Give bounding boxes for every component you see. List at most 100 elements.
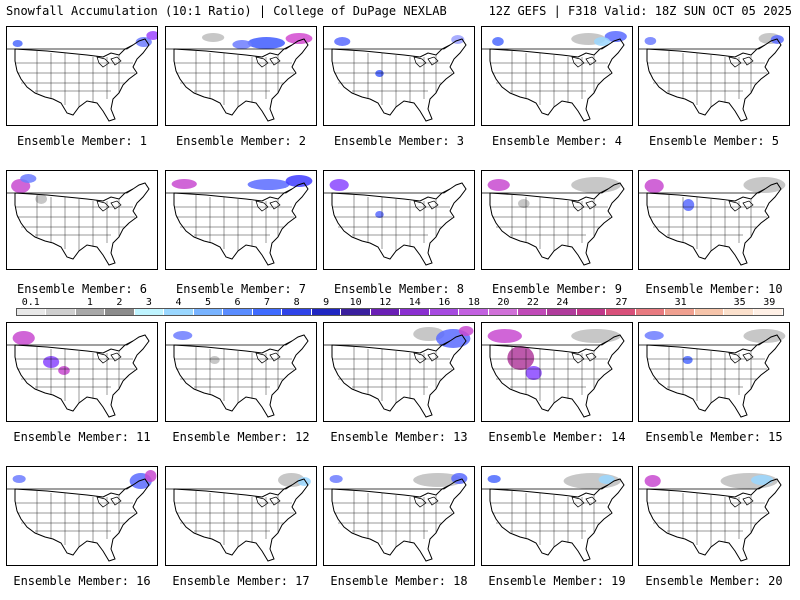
great-lakes bbox=[728, 496, 754, 508]
country-border bbox=[331, 334, 467, 418]
member-caption: Ensemble Member: 19 bbox=[488, 574, 626, 588]
country-border bbox=[14, 182, 150, 266]
us-map bbox=[166, 33, 313, 122]
scale-label: 31 bbox=[674, 297, 687, 308]
us-map bbox=[639, 177, 786, 266]
canada-border bbox=[166, 44, 293, 50]
snow-area bbox=[58, 366, 70, 375]
us-map bbox=[324, 35, 467, 122]
scale-label: 4 bbox=[175, 297, 182, 308]
member-caption: Ensemble Member: 2 bbox=[175, 134, 307, 148]
map-panel bbox=[323, 26, 475, 126]
scale-swatch bbox=[694, 309, 725, 315]
map-panel bbox=[481, 322, 633, 422]
us-map bbox=[482, 329, 625, 418]
snow-area bbox=[413, 473, 463, 487]
us-map bbox=[639, 329, 786, 418]
country-border bbox=[14, 334, 150, 418]
snow-area bbox=[278, 473, 305, 487]
scale-swatch bbox=[576, 309, 607, 315]
snow-area bbox=[487, 475, 501, 483]
country-border bbox=[173, 182, 309, 266]
great-lakes bbox=[255, 200, 281, 212]
scale-swatch bbox=[370, 309, 401, 315]
snow-area bbox=[209, 356, 220, 364]
scale-label: 35 bbox=[733, 297, 746, 308]
great-lakes bbox=[571, 352, 597, 364]
great-lakes bbox=[413, 200, 439, 212]
great-lakes bbox=[413, 352, 439, 364]
scale-label: 8 bbox=[293, 297, 300, 308]
snow-area bbox=[144, 470, 157, 482]
country-border bbox=[489, 478, 625, 562]
canada-border bbox=[324, 340, 451, 346]
great-lakes bbox=[413, 56, 439, 68]
map-panel bbox=[165, 322, 317, 422]
great-lakes bbox=[96, 352, 122, 364]
scale-label: 7 bbox=[264, 297, 271, 308]
scale-swatch bbox=[517, 309, 548, 315]
scale-label: 27 bbox=[615, 297, 628, 308]
us-map bbox=[482, 473, 625, 562]
snow-area bbox=[12, 475, 26, 483]
us-map bbox=[166, 175, 313, 266]
canada-border bbox=[166, 340, 293, 346]
snow-area bbox=[492, 37, 504, 46]
canada-border bbox=[166, 484, 293, 490]
scale-label: 3 bbox=[145, 297, 152, 308]
us-map bbox=[324, 326, 474, 418]
canada-border bbox=[7, 340, 134, 346]
us-map bbox=[7, 174, 150, 266]
scale-swatch bbox=[400, 309, 430, 315]
snow-area bbox=[487, 329, 522, 343]
map-panel bbox=[165, 26, 317, 126]
snow-area bbox=[525, 366, 542, 380]
canada-border bbox=[324, 188, 451, 194]
canada-border bbox=[639, 484, 766, 490]
canada-border bbox=[7, 484, 134, 490]
member-caption: Ensemble Member: 3 bbox=[333, 134, 465, 148]
us-map bbox=[324, 473, 468, 562]
great-lakes bbox=[96, 496, 122, 508]
country-border bbox=[14, 38, 150, 122]
scale-label: 39 bbox=[763, 297, 776, 308]
us-map bbox=[639, 33, 784, 122]
scale-swatch bbox=[282, 309, 312, 315]
canada-border bbox=[324, 484, 451, 490]
member-caption: Ensemble Member: 9 bbox=[491, 282, 623, 296]
country-border bbox=[331, 38, 467, 122]
canada-border bbox=[639, 340, 766, 346]
member-caption: Ensemble Member: 11 bbox=[13, 430, 151, 444]
us-map bbox=[324, 179, 467, 266]
snow-area bbox=[375, 70, 384, 77]
country-border bbox=[646, 478, 782, 562]
scale-swatch bbox=[193, 309, 224, 315]
map-panel bbox=[6, 170, 158, 270]
member-caption: Ensemble Member: 14 bbox=[488, 430, 626, 444]
canada-border bbox=[639, 188, 766, 194]
snow-area bbox=[12, 331, 35, 345]
color-scale-labels: 0.1 1 2 3 4 5 6 7 8 9 10 12 14 16 18 20 22 24 27 31 35 39 bbox=[16, 297, 784, 309]
member-caption: Ensemble Member: 17 bbox=[172, 574, 310, 588]
member-caption: Ensemble Member: 1 bbox=[16, 134, 148, 148]
country-border bbox=[646, 334, 782, 418]
scale-swatch bbox=[105, 309, 135, 315]
scale-label: 2 bbox=[116, 297, 123, 308]
country-border bbox=[14, 478, 150, 562]
country-border bbox=[646, 182, 782, 266]
snow-area bbox=[751, 475, 774, 485]
snow-area bbox=[507, 346, 535, 370]
country-border bbox=[173, 38, 309, 122]
snow-area bbox=[297, 477, 311, 486]
member-caption: Ensemble Member: 20 bbox=[645, 574, 783, 588]
canada-border bbox=[482, 44, 609, 50]
map-panel bbox=[323, 170, 475, 270]
us-map bbox=[482, 31, 627, 122]
canada-border bbox=[324, 44, 451, 50]
scale-swatch bbox=[753, 309, 784, 315]
snow-area bbox=[375, 211, 384, 218]
snow-area bbox=[146, 31, 157, 40]
snow-area bbox=[458, 326, 474, 336]
snow-area bbox=[329, 179, 349, 191]
canada-border bbox=[639, 44, 766, 50]
